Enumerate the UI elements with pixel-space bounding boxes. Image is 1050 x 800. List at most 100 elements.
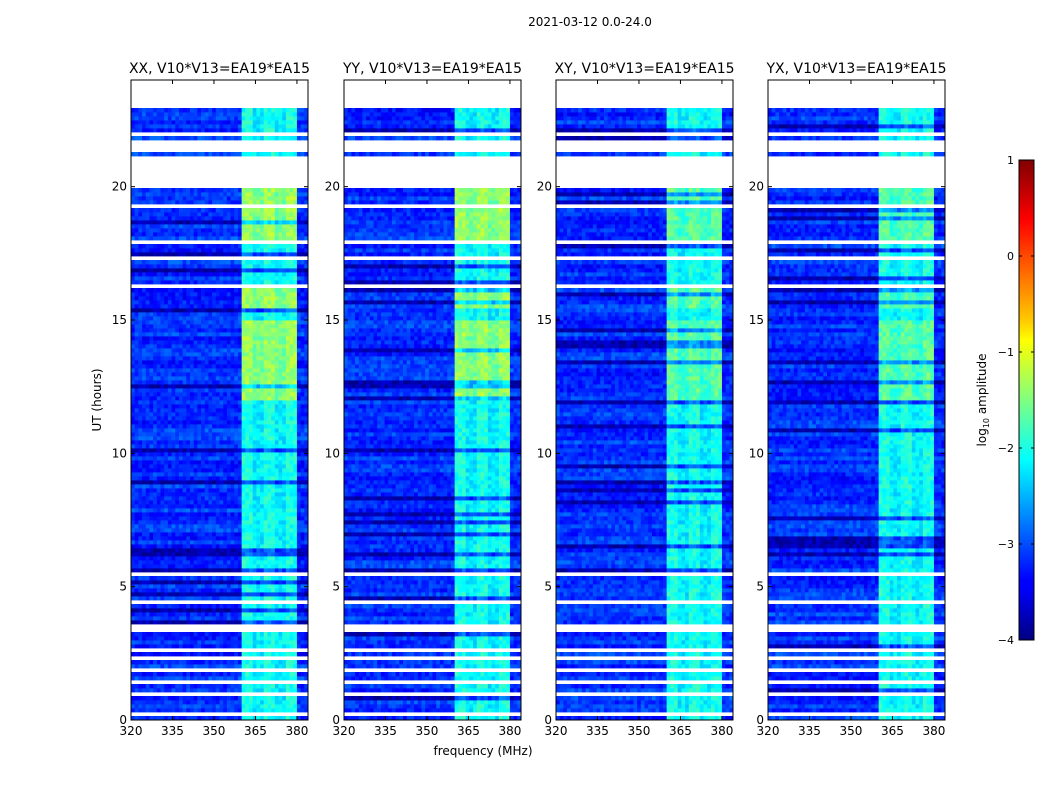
heatmap-cell <box>271 344 276 349</box>
heatmap-cell <box>208 580 213 585</box>
heatmap-cell <box>274 436 279 441</box>
heatmap-cell <box>267 552 272 557</box>
heatmap-cell <box>131 348 136 353</box>
heatmap-cell <box>160 392 165 397</box>
heatmap-cell <box>160 684 165 689</box>
heatmap-cell <box>193 440 198 445</box>
heatmap-cell <box>293 344 298 349</box>
heatmap-cell <box>186 464 191 469</box>
heatmap-cell <box>193 304 198 309</box>
heatmap-cell <box>260 588 265 593</box>
heatmap-cell <box>186 428 191 433</box>
heatmap-cell <box>131 344 136 349</box>
heatmap-cell <box>186 404 191 409</box>
heatmap-cell <box>160 388 165 393</box>
heatmap-cell <box>178 604 184 609</box>
heatmap-cell <box>186 328 191 333</box>
heatmap-cell <box>190 676 195 681</box>
heatmap-cell <box>274 320 279 325</box>
heatmap-cell <box>296 644 302 649</box>
heatmap-cell <box>226 332 231 337</box>
heatmap-cell <box>171 544 176 549</box>
heatmap-cell <box>285 504 290 509</box>
heatmap-cell <box>219 276 224 281</box>
heatmap-cell <box>190 632 195 637</box>
heatmap-cell <box>182 604 187 609</box>
heatmap-cell <box>178 436 184 441</box>
heatmap-cell <box>289 452 294 457</box>
heatmap-cell <box>171 508 176 513</box>
heatmap-cell <box>164 300 169 305</box>
heatmap-cell <box>201 652 206 657</box>
heatmap-cell <box>186 588 191 593</box>
heatmap-cell <box>230 448 235 453</box>
heatmap-cell <box>197 352 202 357</box>
heatmap-cell <box>274 468 279 473</box>
heatmap-cell <box>145 484 150 489</box>
heatmap-cell <box>171 360 176 365</box>
heatmap-cell <box>219 564 224 569</box>
heatmap-cell <box>278 276 283 281</box>
heatmap-cell <box>241 264 246 269</box>
heatmap-cell <box>274 348 279 353</box>
heatmap-cell <box>271 304 276 309</box>
heatmap-cell <box>282 312 287 317</box>
heatmap-cell <box>204 344 209 349</box>
heatmap-cell <box>219 324 224 329</box>
heatmap-cell <box>193 296 198 301</box>
heatmap-cell <box>212 340 217 345</box>
heatmap-cell <box>149 528 154 533</box>
heatmap-cell <box>164 280 169 285</box>
heatmap-cell <box>212 556 217 561</box>
heatmap-cell <box>296 540 302 545</box>
heatmap-cell <box>149 268 154 273</box>
heatmap-cell <box>234 408 239 413</box>
heatmap-cell <box>193 448 198 453</box>
heatmap-cell <box>153 468 158 473</box>
heatmap-cell <box>171 324 176 329</box>
heatmap-cell <box>271 416 276 421</box>
heatmap-cell <box>293 336 298 341</box>
heatmap-cell <box>193 412 198 417</box>
heatmap-cell <box>278 516 283 521</box>
heatmap-cell <box>296 288 302 293</box>
heatmap-cell <box>215 676 220 681</box>
heatmap-cell <box>145 556 150 561</box>
heatmap-cell <box>197 660 202 665</box>
heatmap-cell <box>193 416 198 421</box>
heatmap-cell <box>201 576 206 581</box>
heatmap-cell <box>175 568 180 573</box>
heatmap-cell <box>197 260 202 265</box>
heatmap-cell <box>186 332 191 337</box>
heatmap-cell <box>219 376 224 381</box>
heatmap-cell <box>156 460 161 465</box>
heatmap-cell <box>153 688 158 693</box>
heatmap-cell <box>182 512 187 517</box>
heatmap-cell <box>171 500 176 505</box>
heatmap-cell <box>190 596 195 601</box>
heatmap-cell <box>241 568 246 573</box>
heatmap-cell <box>249 444 254 449</box>
heatmap-cell <box>245 420 250 425</box>
heatmap-cell <box>215 704 220 709</box>
heatmap-cell <box>208 652 213 657</box>
heatmap-cell <box>182 632 187 637</box>
heatmap-cell <box>193 400 198 405</box>
heatmap-cell <box>182 328 187 333</box>
heatmap-cell <box>193 360 198 365</box>
heatmap-cell <box>171 588 176 593</box>
heatmap-cell <box>256 400 261 405</box>
heatmap-cell <box>237 552 243 557</box>
heatmap-cell <box>234 592 239 597</box>
heatmap-cell <box>156 640 161 645</box>
heatmap-cell <box>208 260 213 265</box>
heatmap-cell <box>237 380 243 385</box>
heatmap-cell <box>256 700 261 705</box>
heatmap-cell <box>142 296 147 301</box>
heatmap-cell <box>171 608 176 613</box>
heatmap-cell <box>193 552 198 557</box>
heatmap-cell <box>190 424 195 429</box>
heatmap-cell <box>156 440 161 445</box>
heatmap-cell <box>230 512 235 517</box>
heatmap-cell <box>190 620 195 625</box>
